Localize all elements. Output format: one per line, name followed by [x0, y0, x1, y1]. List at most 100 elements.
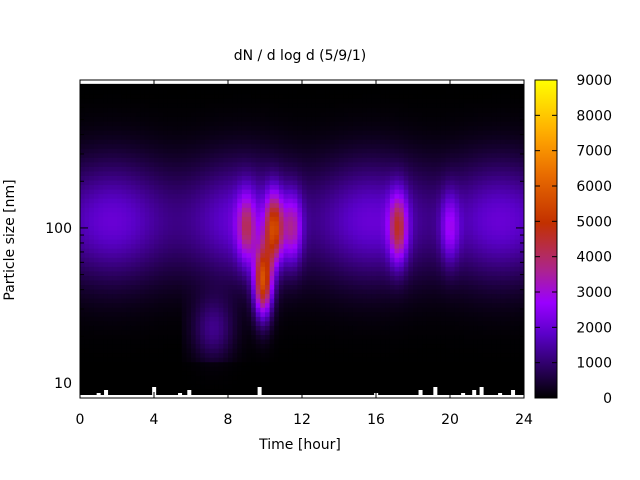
heatmap-cell — [241, 148, 248, 154]
heatmap-cell — [191, 129, 197, 136]
heatmap-cell — [172, 266, 178, 272]
heatmap-cell — [334, 284, 340, 290]
heatmap-cell — [320, 98, 326, 104]
heatmap-cell — [246, 302, 252, 308]
heatmap-cell — [274, 189, 280, 195]
heatmap-cell — [121, 329, 127, 335]
heatmap-cell — [158, 288, 164, 295]
heatmap-cell — [302, 116, 308, 122]
heatmap-cell — [107, 111, 113, 117]
heatmap-cell — [121, 275, 127, 281]
heatmap-cell — [288, 261, 294, 267]
heatmap-cell — [380, 366, 386, 372]
heatmap-cell — [385, 366, 391, 372]
heatmap-cell — [306, 152, 312, 158]
heatmap-cell — [362, 338, 368, 345]
heatmap-cell — [297, 189, 303, 195]
heatmap-cell — [200, 329, 206, 335]
heatmap-cell — [292, 229, 298, 236]
heatmap-cell — [394, 211, 400, 217]
heatmap-cell — [167, 134, 174, 140]
heatmap-cell — [163, 84, 169, 90]
heatmap-cell — [158, 343, 164, 349]
heatmap-cell — [348, 279, 354, 286]
heatmap-cell — [167, 320, 174, 326]
heatmap-cell — [255, 111, 261, 117]
heatmap-cell — [191, 211, 197, 217]
heatmap-cell — [144, 329, 150, 335]
heatmap-cell — [204, 316, 211, 322]
heatmap-cell — [408, 352, 414, 358]
heatmap-cell — [191, 293, 197, 299]
heatmap-cell — [241, 357, 248, 363]
heatmap-cell — [302, 143, 308, 149]
heatmap-cell — [278, 216, 285, 222]
heatmap-cell — [89, 338, 95, 345]
heatmap-cell — [228, 157, 234, 163]
heatmap-cell — [246, 157, 252, 163]
heatmap-cell — [311, 93, 317, 99]
heatmap-cell — [394, 320, 400, 326]
heatmap-cell — [107, 348, 113, 354]
heatmap-cell — [172, 184, 178, 190]
heatmap-cell — [269, 307, 275, 313]
heatmap-cell — [140, 352, 146, 358]
heatmap-cell — [84, 329, 90, 335]
heatmap-cell — [191, 279, 197, 286]
heatmap-cell — [232, 211, 238, 217]
heatmap-cell — [385, 152, 391, 158]
heatmap-cell — [269, 216, 275, 222]
heatmap-cell — [89, 93, 95, 99]
heatmap-cell — [283, 384, 289, 390]
heatmap-cell — [126, 370, 132, 376]
heatmap-cell — [334, 148, 340, 154]
heatmap-cell — [362, 234, 368, 240]
heatmap-cell — [228, 179, 234, 186]
heatmap-cell — [93, 293, 100, 299]
heatmap-cell — [352, 157, 359, 163]
heatmap-cell — [195, 184, 201, 190]
heatmap-cell — [98, 325, 104, 331]
heatmap-cell — [403, 129, 409, 136]
heatmap-cell — [399, 148, 405, 154]
heatmap-cell — [140, 311, 146, 317]
heatmap-cell — [348, 325, 354, 331]
heatmap-cell — [200, 275, 206, 281]
heatmap-cell — [339, 361, 345, 367]
heatmap-cell — [251, 198, 257, 204]
heatmap-cell — [334, 370, 340, 376]
heatmap-cell — [376, 311, 382, 317]
heatmap-cell — [325, 211, 331, 217]
heatmap-cell — [177, 129, 183, 136]
heatmap-cell — [181, 152, 187, 158]
heatmap-cell — [394, 116, 400, 122]
heatmap-cell — [181, 234, 187, 240]
heatmap-cell — [126, 84, 132, 90]
heatmap-cell — [339, 116, 345, 122]
heatmap-cell — [214, 84, 220, 90]
heatmap-cell — [292, 234, 298, 240]
heatmap-cell — [204, 234, 211, 240]
heatmap-cell — [158, 120, 164, 127]
heatmap-cell — [237, 125, 243, 131]
heatmap-cell — [320, 125, 326, 131]
heatmap-cell — [140, 211, 146, 217]
heatmap-cell — [251, 225, 257, 231]
heatmap-cell — [288, 316, 294, 322]
heatmap-cell — [149, 157, 155, 163]
heatmap-cell — [334, 211, 340, 217]
heatmap-cell — [163, 161, 169, 167]
heatmap-cell — [186, 179, 192, 186]
heatmap-cell — [302, 366, 308, 372]
heatmap-cell — [144, 189, 150, 195]
heatmap-cell — [385, 116, 391, 122]
heatmap-cell — [325, 275, 331, 281]
heatmap-cell — [84, 379, 90, 385]
heatmap-cell — [362, 298, 368, 304]
heatmap-cell — [362, 193, 368, 199]
heatmap-cell — [274, 370, 280, 376]
heatmap-cell — [214, 184, 220, 190]
heatmap-cell — [135, 166, 141, 172]
heatmap-cell — [265, 370, 271, 376]
heatmap-cell — [135, 248, 141, 254]
